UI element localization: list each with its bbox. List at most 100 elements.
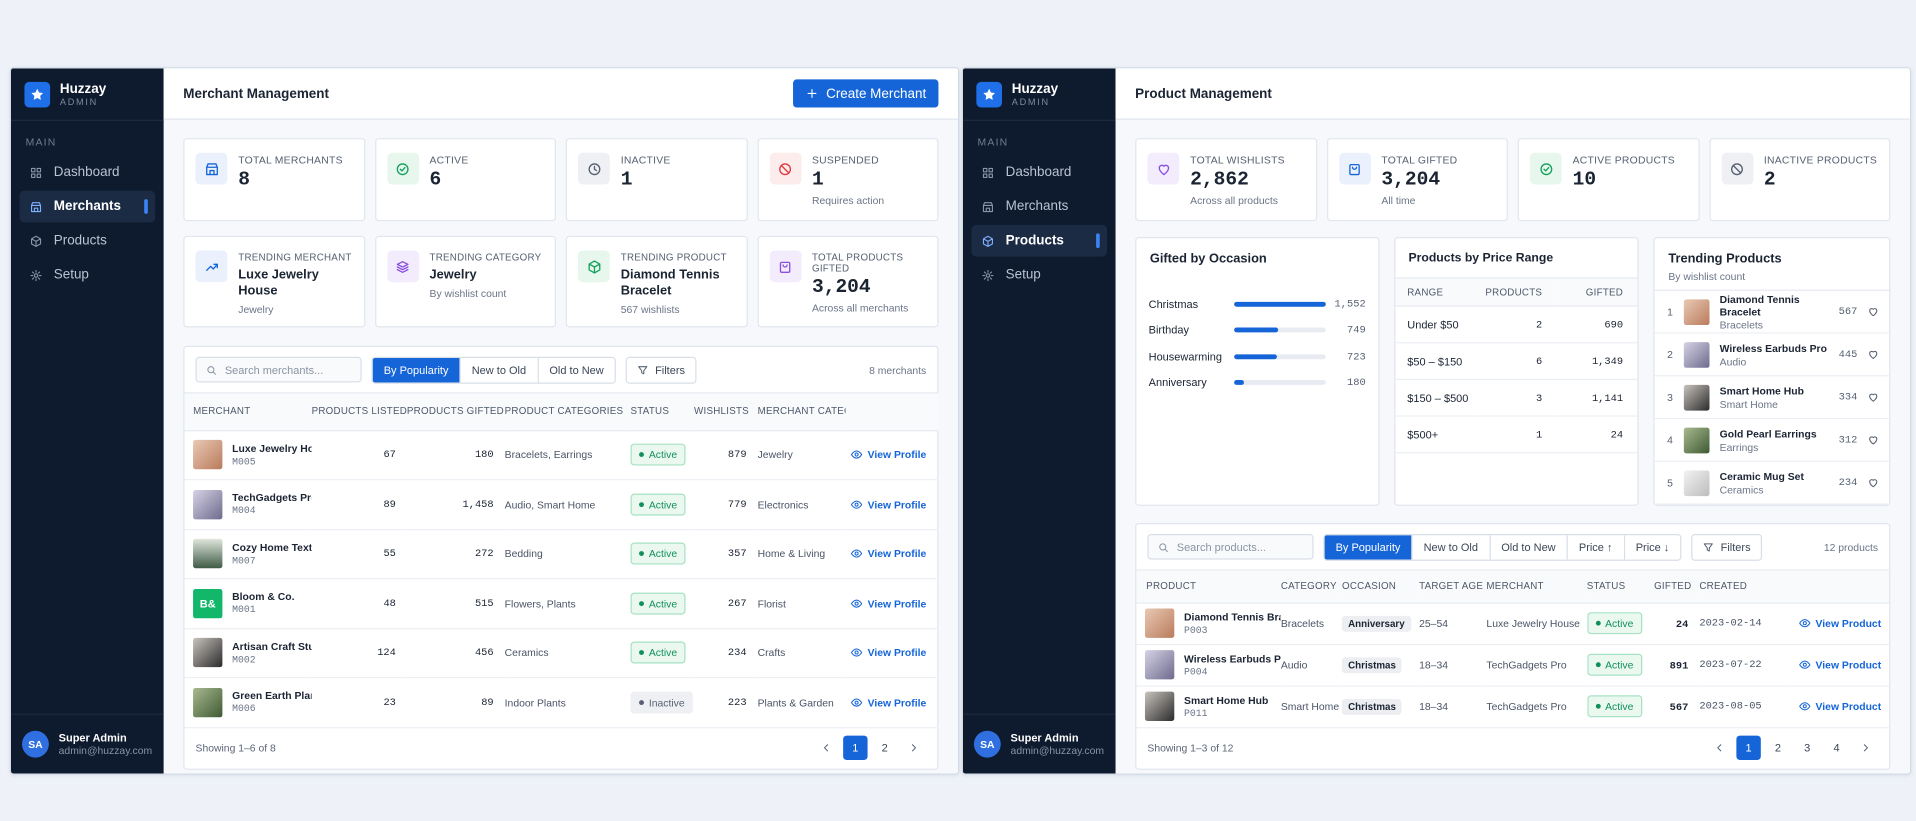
- price-cell: Under $50: [1395, 306, 1476, 344]
- sort-option[interactable]: Old to New: [1489, 534, 1567, 560]
- search[interactable]: Search products...: [1147, 533, 1314, 560]
- nav-item[interactable]: Setup: [971, 259, 1107, 291]
- action-link[interactable]: View Profile: [850, 498, 938, 510]
- page-next[interactable]: [1854, 736, 1878, 760]
- icon-part: [207, 365, 215, 373]
- icon-part: [854, 650, 859, 655]
- page[interactable]: 2: [1774, 741, 1781, 754]
- item-name: Wireless Earbuds Pro: [1719, 341, 1827, 354]
- row-id: M005: [232, 456, 256, 468]
- page[interactable]: 1: [843, 735, 868, 761]
- sort-option[interactable]: Price ↑: [1566, 534, 1624, 560]
- icon-part: [1869, 350, 1878, 359]
- user-name: Super Admin: [58, 731, 127, 745]
- nav-item[interactable]: Dashboard: [971, 156, 1107, 188]
- page[interactable]: 2: [881, 741, 888, 754]
- filters[interactable]: Filters: [625, 356, 697, 384]
- nav-item[interactable]: Products: [20, 225, 156, 257]
- stat-icon: [769, 250, 801, 283]
- icon: [823, 744, 829, 752]
- cell-text: Indoor Plants: [504, 696, 566, 709]
- cell: Jewelry: [757, 430, 846, 481]
- page-prev[interactable]: [1707, 736, 1731, 760]
- price-row: Under $50 2 690: [1395, 306, 1638, 344]
- stat-card: TOTAL PRODUCTS GIFTED 3,204 Across all mer…: [756, 235, 939, 328]
- cell: B& Bloom & Co. M001: [184, 578, 312, 629]
- footer-text: Showing 1–3 of 12: [1147, 741, 1234, 754]
- sort-option[interactable]: Old to New: [537, 357, 615, 382]
- icon: [29, 234, 42, 247]
- icon: [850, 698, 863, 707]
- column-header-empty: [1791, 570, 1890, 604]
- occasion-label: Birthday: [1148, 324, 1189, 337]
- action-link[interactable]: View Profile: [850, 696, 938, 708]
- action-link[interactable]: View Product: [1798, 700, 1889, 712]
- icon: [396, 260, 409, 273]
- icon-part: [1732, 164, 1742, 173]
- page[interactable]: 1: [1736, 735, 1761, 761]
- cell-num: 567: [1669, 700, 1689, 714]
- page-next[interactable]: [902, 736, 926, 760]
- stat-text: INACTIVE 1: [621, 153, 671, 207]
- cell-text: Audio, Smart Home: [504, 498, 596, 511]
- nav-label: Dashboard: [53, 164, 120, 180]
- icon-part: [31, 88, 44, 100]
- column-header: PRODUCTS GIFTED: [406, 393, 505, 431]
- sort-option[interactable]: By Popularity: [372, 357, 460, 382]
- action-link[interactable]: View Product: [1798, 659, 1889, 671]
- column-header-empty: [845, 393, 939, 431]
- action-link[interactable]: View Product: [1798, 617, 1889, 629]
- icon-part: [850, 549, 863, 558]
- search[interactable]: Search merchants...: [195, 356, 362, 383]
- row-name: Green Earth Plants: [232, 689, 311, 702]
- cell-num: 267: [694, 578, 758, 629]
- row-name: Artisan Craft Studio: [232, 639, 311, 653]
- nav-section: MAIN: [977, 135, 1009, 148]
- sort-option[interactable]: New to Old: [459, 357, 537, 382]
- nav-item[interactable]: Merchants: [971, 191, 1107, 223]
- stat-label: INACTIVE PRODUCTS: [1763, 153, 1878, 167]
- bar: [1233, 354, 1277, 359]
- nav-label: Products: [1005, 233, 1064, 249]
- icon: [981, 268, 994, 281]
- action-link[interactable]: View Profile: [850, 597, 938, 609]
- footer-text: Showing 1–6 of 8: [195, 741, 276, 754]
- cell-text: 879: [727, 448, 747, 461]
- brand: Huzzay ADMIN: [10, 68, 164, 121]
- nav-label: Setup: [1005, 267, 1041, 283]
- nav-item[interactable]: Setup: [20, 259, 156, 291]
- stat-card: SUSPENDED 1 Requires action: [756, 138, 939, 222]
- page[interactable]: 4: [1833, 741, 1840, 754]
- nav-label: Merchants: [53, 199, 122, 214]
- cell: View Profile: [845, 529, 939, 580]
- icon-part: [31, 201, 42, 212]
- sort-option[interactable]: Price ↓: [1623, 534, 1680, 560]
- nav-item[interactable]: Merchants: [19, 190, 156, 223]
- item-text: Smart Home Hub Smart Home: [1720, 384, 1829, 410]
- cell: 2023-07-22: [1699, 643, 1792, 687]
- cell: Smart Home: [1280, 685, 1343, 728]
- filters-label: Filters: [655, 363, 686, 376]
- trending-item: 5 Ceramic Mug Set Ceramics 234: [1654, 462, 1890, 505]
- icon-part: [1159, 542, 1167, 550]
- sort-option[interactable]: New to Old: [1411, 534, 1489, 560]
- cell: Flowers, Plants: [504, 578, 631, 629]
- page-prev[interactable]: [814, 736, 838, 760]
- nav-item[interactable]: Products: [971, 224, 1108, 257]
- sort-option[interactable]: By Popularity: [1324, 534, 1412, 560]
- icon: [395, 161, 411, 177]
- page[interactable]: 3: [1804, 741, 1811, 754]
- stat-icon: [195, 250, 228, 283]
- action-link[interactable]: View Profile: [850, 449, 938, 461]
- row: Cozy Home TextilesM007 55 272 Bedding Active…: [184, 529, 939, 580]
- action-link[interactable]: View Profile: [850, 647, 938, 659]
- icon-part: [1539, 162, 1552, 175]
- action-link[interactable]: View Profile: [850, 548, 938, 560]
- stat-text: TOTAL PRODUCTS GIFTED 3,204 Across all mer…: [812, 250, 926, 314]
- icon: [982, 201, 993, 212]
- cell-text: Smart Home: [1280, 700, 1340, 713]
- create-button[interactable]: Create Merchant: [793, 79, 939, 108]
- filters[interactable]: Filters: [1691, 533, 1762, 561]
- nav-item[interactable]: Dashboard: [20, 156, 156, 188]
